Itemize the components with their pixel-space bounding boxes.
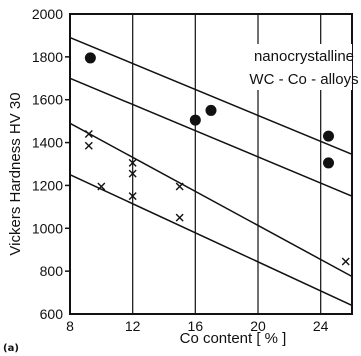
- x-marker: [175, 182, 184, 191]
- circle-marker: [323, 157, 334, 169]
- x-marker: [97, 182, 106, 191]
- y-axis-title: Vickers Hardness HV 30: [7, 92, 24, 255]
- circle-marker: [323, 130, 334, 142]
- x-tick-label: 12: [125, 318, 141, 334]
- annotation-background: [226, 44, 352, 90]
- y-tick-label: 800: [40, 263, 64, 279]
- y-tick-label: 1800: [32, 49, 63, 65]
- x-marker: [84, 130, 93, 138]
- trend-line: [69, 36, 353, 156]
- panel-label: (a): [3, 343, 19, 354]
- y-axis-ticks: 600 800 1000 1200 1400 1600 1800 2000: [32, 6, 70, 322]
- y-tick-label: 1000: [32, 220, 63, 236]
- x-tick-label: 8: [66, 318, 74, 334]
- circle-marker: [189, 114, 201, 126]
- trend-line: [69, 174, 353, 307]
- x-marker: [341, 257, 350, 266]
- x-tick-label: 24: [313, 318, 329, 334]
- trend-line: [69, 77, 353, 197]
- x-tick-label: 16: [188, 318, 204, 334]
- x-axis-ticks: 8 12 16 20 24: [66, 318, 329, 334]
- y-tick-label: 1200: [32, 177, 63, 193]
- annotation-line-1: nanocrystalline: [254, 48, 354, 65]
- plot-frame: [69, 13, 353, 315]
- y-tick-label: 1400: [32, 135, 63, 151]
- annotation-line-2: WC - Co - alloys: [249, 71, 358, 88]
- y-tick-label: 600: [40, 306, 64, 322]
- y-tick-label: 1600: [32, 92, 63, 108]
- x-marker: [128, 169, 137, 178]
- x-marker: [128, 158, 137, 167]
- circle-marker: [84, 52, 96, 64]
- x-axis-title: Co content [ % ]: [180, 330, 287, 347]
- data-markers: [84, 52, 350, 266]
- x-marker: [175, 213, 184, 222]
- x-tick-label: 20: [250, 318, 266, 334]
- x-marker: [128, 192, 137, 201]
- x-marker: [84, 141, 93, 150]
- trend-lines: [69, 36, 353, 307]
- trend-line: [69, 122, 353, 278]
- y-tick-label: 2000: [32, 6, 63, 22]
- circle-marker: [205, 104, 217, 116]
